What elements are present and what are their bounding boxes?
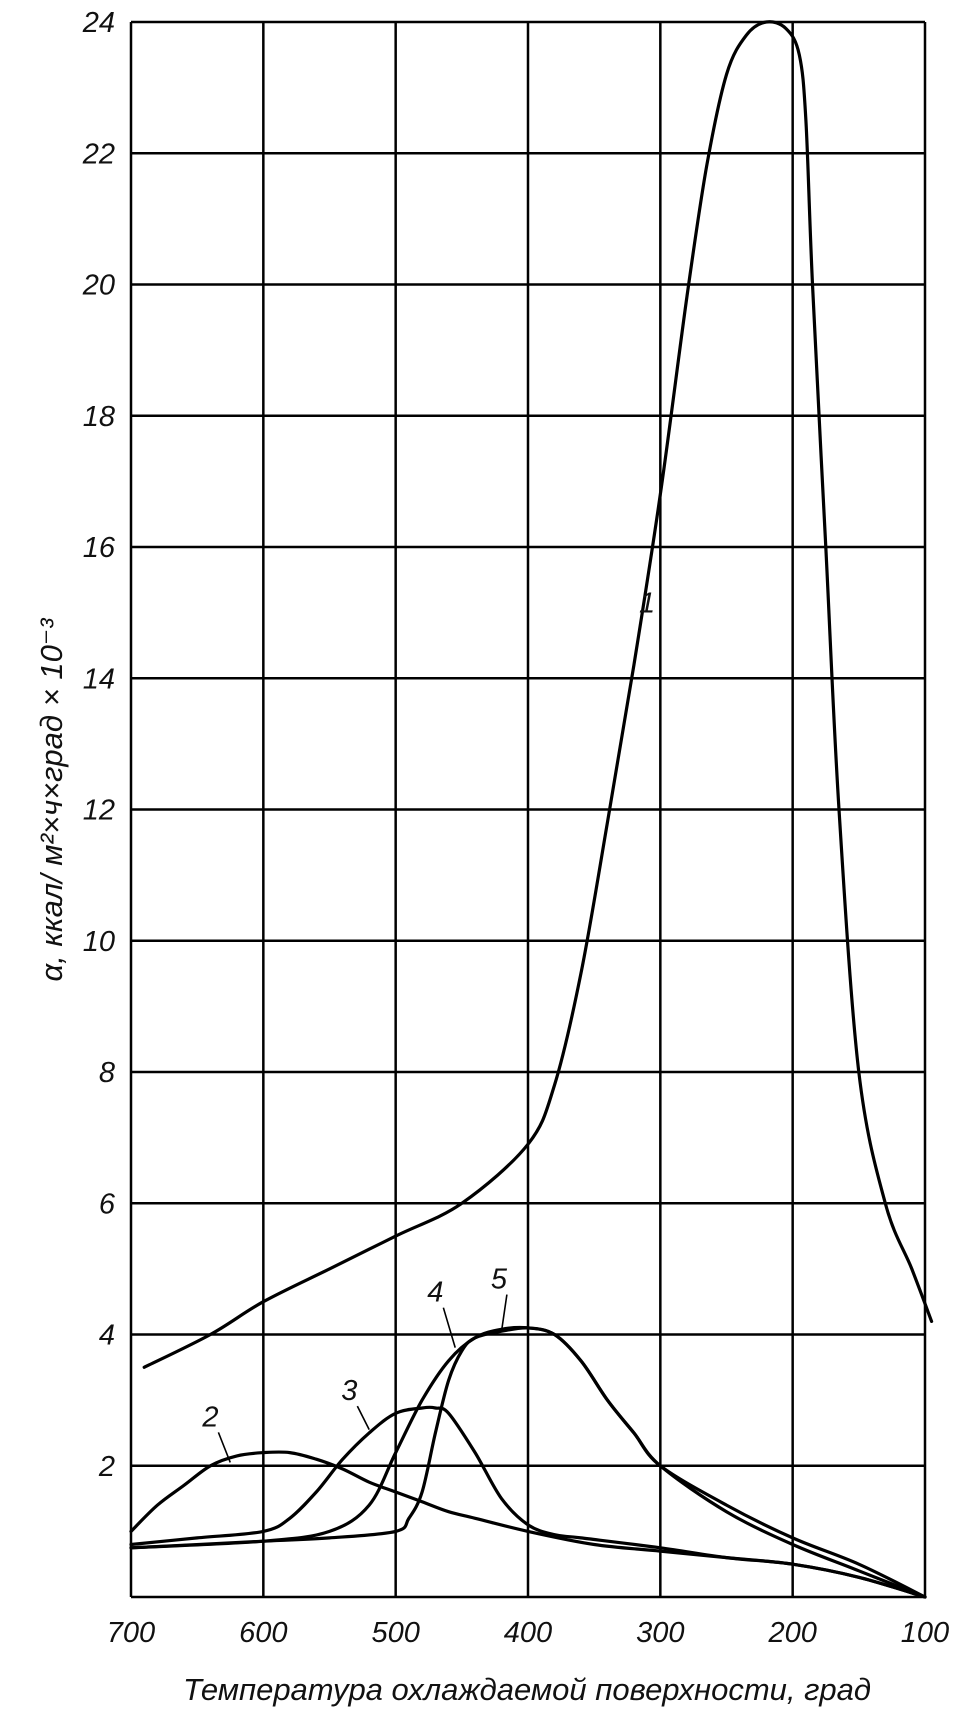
curve-label-3: 3 <box>341 1375 357 1407</box>
y-tick-label-18: 18 <box>83 401 115 433</box>
curve-label-2: 2 <box>201 1401 218 1433</box>
y-tick-label-10: 10 <box>83 926 115 958</box>
y-tick-label-22: 22 <box>82 138 115 170</box>
x-tick-label-300: 300 <box>636 1617 684 1649</box>
x-axis-title: Температура охлаждаемой поверхности, гра… <box>183 1672 871 1707</box>
y-tick-label-6: 6 <box>99 1188 116 1220</box>
x-tick-label-500: 500 <box>371 1617 419 1649</box>
curve-label-leader-5 <box>500 1294 508 1332</box>
y-tick-label-2: 2 <box>98 1451 115 1483</box>
y-tick-label-14: 14 <box>83 663 115 695</box>
curve-label-5: 5 <box>491 1264 508 1296</box>
y-tick-label-16: 16 <box>83 532 116 564</box>
x-tick-label-700: 700 <box>107 1617 155 1649</box>
curve-label-4: 4 <box>427 1277 443 1309</box>
curve-label-leader-4 <box>442 1307 456 1348</box>
y-tick-label-20: 20 <box>82 270 115 302</box>
grid <box>129 20 927 1599</box>
curve-label-leader-3 <box>356 1405 370 1431</box>
x-tick-label-600: 600 <box>239 1617 287 1649</box>
curve-label-1: 1 <box>639 588 655 620</box>
curve-label-leaders <box>217 1294 508 1463</box>
y-tick-label-12: 12 <box>83 795 115 827</box>
y-axis-title: α, ккал/ м²×ч×град × 10⁻³ <box>34 617 69 982</box>
y-tick-label-8: 8 <box>99 1057 115 1089</box>
curve-1 <box>142 20 934 1369</box>
x-tick-label-200: 200 <box>767 1617 816 1649</box>
x-tick-label-400: 400 <box>504 1617 552 1649</box>
curve-labels: 1 2 3 4 5 <box>201 588 655 1434</box>
tick-labels: 700 600 500 400 300 200 1002468101214161820222… <box>82 7 949 1649</box>
curve-3 <box>129 1405 927 1599</box>
y-tick-label-4: 4 <box>99 1320 115 1352</box>
y-tick-label-24: 24 <box>82 7 115 39</box>
x-tick-label-100: 100 <box>901 1617 949 1649</box>
curve-label-leader-2 <box>217 1432 231 1463</box>
